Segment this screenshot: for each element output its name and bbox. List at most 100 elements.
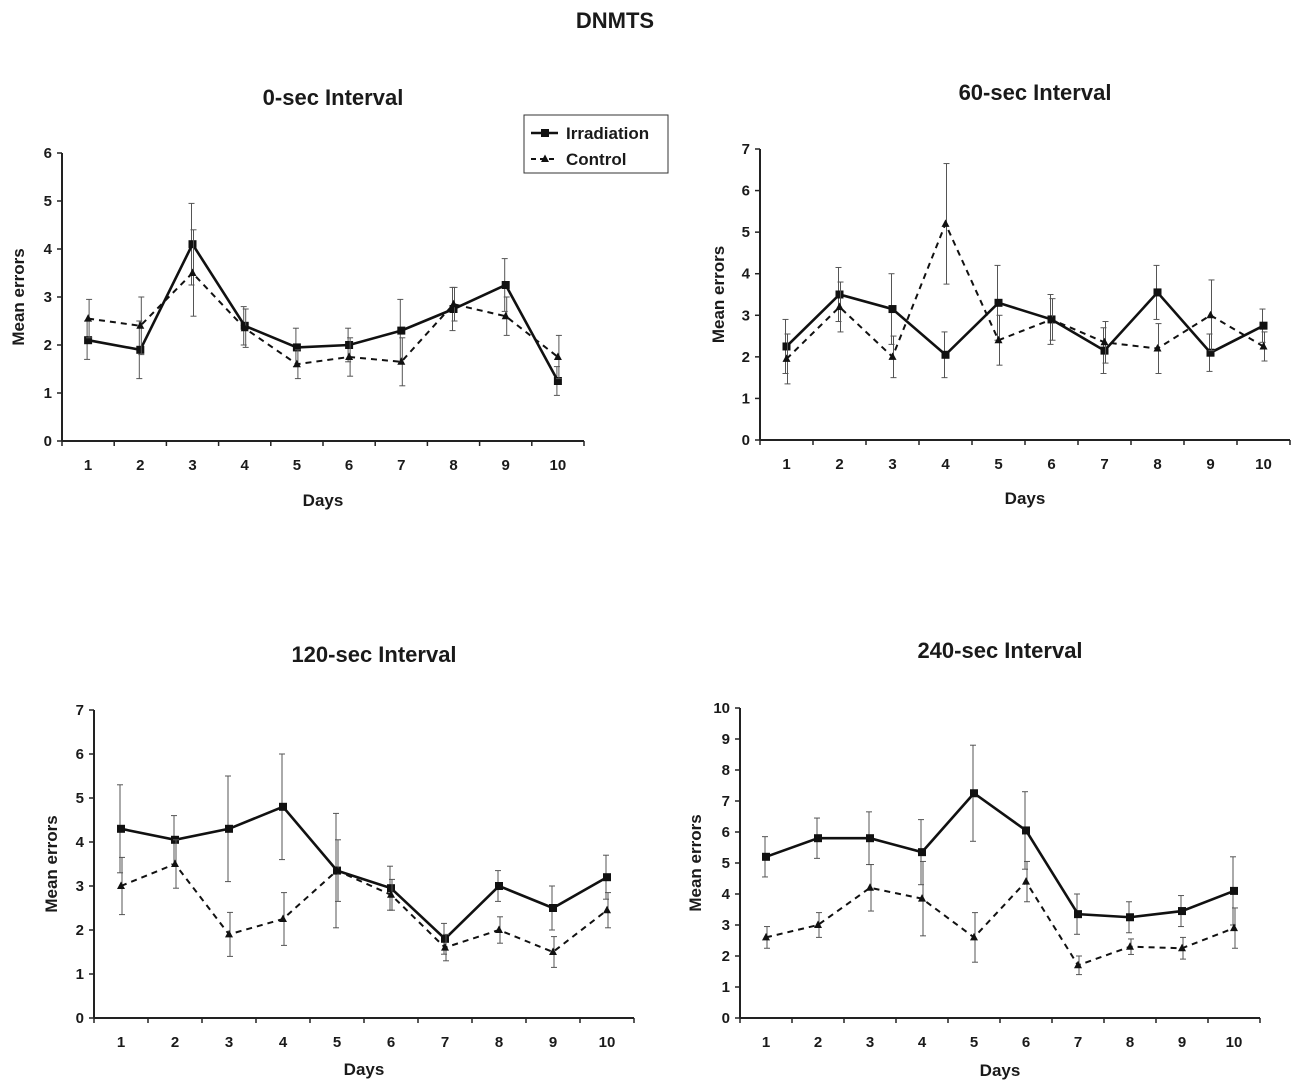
panel-title: 60-sec Interval [959,80,1112,105]
series-control [762,860,1238,976]
series-line-control [765,879,1235,967]
x-tick-label: 5 [333,1034,341,1051]
y-tick-label: 0 [44,433,52,450]
data-point-irradiation [941,350,950,359]
x-tick-label: 8 [495,1034,503,1051]
x-tick-label: 2 [136,457,144,474]
data-point-control [1022,877,1030,885]
x-axis-label: Days [980,1061,1021,1080]
y-tick-label: 7 [722,793,730,810]
data-point-control [136,321,145,329]
y-tick-label: 6 [722,824,730,841]
y-tick-label: 5 [76,790,84,807]
y-tick-label: 4 [722,886,731,903]
data-point-irradiation [495,882,503,890]
y-tick-label: 7 [742,141,750,158]
data-point-irradiation [225,824,233,833]
data-point-irradiation [888,305,897,314]
legend-box [523,114,669,174]
data-point-irradiation [387,884,395,893]
y-tick-label: 2 [44,337,52,354]
x-tick-label: 8 [449,457,457,474]
x-tick-label: 5 [293,457,301,474]
data-point-control [549,947,557,955]
chart-panel-0-sec: 0-sec Interval 0 1 2 3 4 5 6 1 2 3 4 5 6 7 8 9 10 Days Mean… [9,85,669,510]
x-axis-label: Days [303,491,344,510]
y-tick-label: 6 [44,145,52,162]
data-point-control [117,881,125,889]
data-point-control [387,890,395,898]
data-point-irradiation [1230,886,1238,895]
y-tick-label: 2 [742,349,750,366]
chart-panel-60-sec: 60-sec Interval 0 1 2 3 4 5 6 7 1 2 3 4 5 6 7 8 9 10 Days Me… [709,80,1291,508]
series-line-control [87,271,559,366]
legend-label-irradiation: Irradiation [566,124,649,143]
y-tick-label: 4 [742,266,751,283]
x-tick-label: 9 [1206,456,1214,473]
data-point-irradiation [1074,910,1082,919]
x-tick-label: 3 [188,457,196,474]
y-tick-label: 6 [742,183,750,200]
data-point-control [1259,341,1268,350]
x-tick-label: 7 [1100,456,1108,473]
legend-marker-irradiation [541,129,549,137]
x-tick-label: 10 [1255,456,1272,473]
data-point-irradiation [292,343,301,352]
data-point-control [279,914,287,922]
y-tick-label: 2 [76,922,84,939]
data-point-irradiation [1178,907,1186,916]
data-point-control [188,268,197,276]
data-point-control [835,302,844,310]
x-tick-label: 7 [1074,1034,1082,1051]
data-point-irradiation [1022,826,1030,835]
panel-title: 0-sec Interval [263,85,404,110]
y-tick-label: 6 [76,746,84,763]
data-point-control [1206,310,1215,319]
series-line-control [120,862,608,954]
y-axis-label: Mean errors [709,246,728,343]
data-point-irradiation [814,834,822,843]
data-point-control [84,314,93,322]
y-tick-label: 5 [722,855,730,872]
y-tick-label: 5 [742,224,750,241]
panel-title: 240-sec Interval [917,638,1082,663]
y-tick-label: 3 [722,917,730,934]
y-tick-label: 4 [44,241,53,258]
x-tick-label: 6 [1022,1034,1030,1051]
data-point-control [441,943,449,951]
y-tick-label: 9 [722,731,730,748]
y-axis-label: Mean errors [42,815,61,912]
data-point-irradiation [397,326,406,335]
x-tick-label: 2 [835,456,843,473]
data-point-control [782,354,791,362]
x-tick-label: 2 [814,1034,822,1051]
data-point-irradiation [345,341,354,349]
x-tick-label: 4 [279,1034,288,1051]
x-tick-label: 1 [117,1034,125,1051]
data-point-irradiation [603,873,611,882]
x-tick-label: 7 [441,1034,449,1051]
series-irradiation [117,753,611,955]
data-point-irradiation [279,802,287,811]
data-point-irradiation [1259,321,1268,330]
y-tick-label: 1 [742,390,750,407]
data-point-control [1153,344,1162,352]
x-tick-label: 6 [345,457,353,474]
x-tick-label: 1 [782,456,790,473]
data-point-irradiation [553,377,562,385]
series-irradiation [762,744,1238,935]
data-point-irradiation [449,305,458,313]
x-tick-label: 3 [888,456,896,473]
x-tick-label: 5 [970,1034,978,1051]
data-point-control [1126,942,1134,950]
y-tick-label: 0 [742,432,750,449]
data-point-irradiation [549,904,557,912]
x-tick-label: 10 [1226,1034,1243,1051]
series-control [782,163,1268,385]
series-control [117,839,611,968]
data-point-control [449,299,458,308]
main-title: DNMTS [575,8,655,33]
data-point-control [970,932,978,941]
data-point-control [397,357,406,365]
x-tick-label: 1 [762,1034,770,1051]
